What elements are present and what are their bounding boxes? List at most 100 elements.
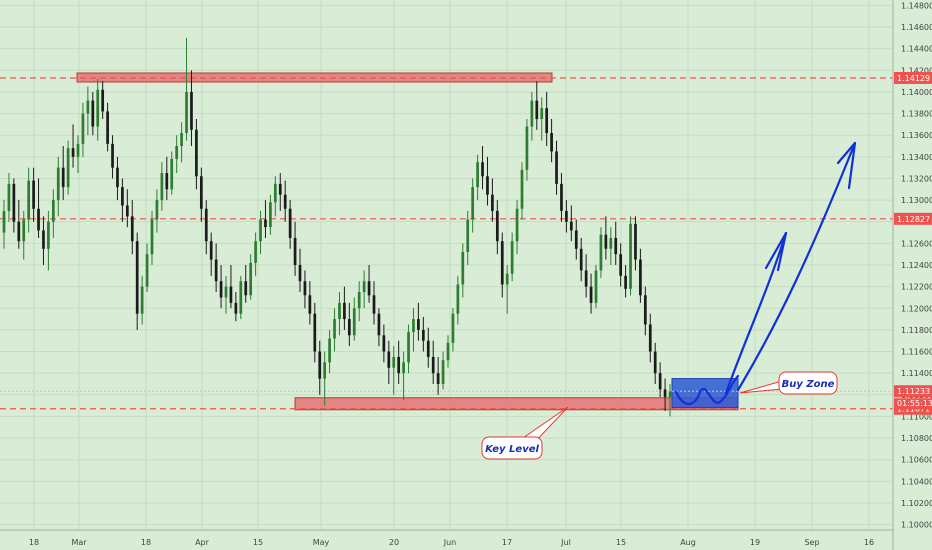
candle-body <box>101 89 105 112</box>
y-tick-label: 1.11800 <box>901 326 932 335</box>
candle-body <box>180 133 183 147</box>
y-tick-label: 1.11400 <box>901 369 932 378</box>
candle-body <box>510 241 514 274</box>
candle-body <box>264 219 267 228</box>
candle-body <box>466 219 470 253</box>
candle-body <box>32 180 35 209</box>
y-tick-label: 1.14400 <box>901 45 932 54</box>
candle-body <box>150 219 154 255</box>
candle-body <box>170 159 174 190</box>
candle-body <box>283 194 287 209</box>
candle-body <box>333 319 336 339</box>
candle-body <box>421 329 425 341</box>
candle-body <box>76 143 80 157</box>
y-tick-label: 1.11000 <box>901 412 932 421</box>
candle-body <box>367 281 371 296</box>
candle-body <box>589 286 593 303</box>
candle-body <box>135 241 139 314</box>
candle-body <box>471 187 475 220</box>
y-tick-label: 1.14000 <box>901 88 932 97</box>
candle-body <box>614 237 618 255</box>
candle-body <box>555 151 558 184</box>
x-tick-label: Apr <box>195 538 210 547</box>
candle-body <box>318 351 322 379</box>
candle-body <box>259 219 262 242</box>
x-tick-label: Mar <box>71 538 87 547</box>
candle-body <box>520 169 524 209</box>
candle-body <box>190 91 193 130</box>
candle-body <box>362 281 366 293</box>
arrow-1-head <box>764 231 788 272</box>
candle-body <box>12 183 16 222</box>
x-tick-label: 15 <box>253 538 263 547</box>
level-price-tag <box>894 212 932 225</box>
x-tick-label: May <box>313 538 330 547</box>
candle-body <box>668 391 672 397</box>
countdown-label: 01:55:13 <box>897 399 932 408</box>
levels <box>0 77 893 410</box>
candle-body <box>481 162 484 177</box>
candle-body <box>357 292 361 309</box>
buy-zone-callout-box <box>778 371 838 395</box>
arrow-2-stroke <box>736 141 857 392</box>
candle-body <box>352 308 356 336</box>
candle-body <box>313 313 317 352</box>
candle-body <box>486 176 489 195</box>
candle-body <box>540 108 544 119</box>
x-tick-label: 18 <box>141 538 151 547</box>
candle-body <box>392 356 396 368</box>
candle-body <box>17 221 21 242</box>
candle-body <box>7 183 11 211</box>
candle-body <box>303 281 307 296</box>
candle-body <box>175 146 179 159</box>
buy-zone-callout-text: Buy Zone <box>782 379 835 390</box>
candle-body <box>47 221 50 249</box>
candle-body <box>609 237 613 249</box>
candle-body <box>51 200 55 222</box>
candle-body <box>663 389 667 397</box>
candle-body <box>431 356 435 374</box>
candle-body <box>86 100 90 114</box>
candle-body <box>111 143 114 168</box>
candle-body <box>81 113 85 144</box>
candle-body <box>412 319 415 333</box>
candle-body <box>234 302 238 314</box>
candle-body <box>273 183 277 203</box>
candle-body <box>550 133 553 152</box>
candle-body <box>219 281 223 298</box>
candle-body <box>500 241 504 285</box>
grid <box>0 0 893 530</box>
x-tick-label: Aug <box>680 538 696 547</box>
candle-body <box>185 91 188 134</box>
candle-body <box>96 89 100 127</box>
y-tick-label: 1.10600 <box>901 456 932 465</box>
level-price-label: 1.12827 <box>897 215 930 224</box>
candle-body <box>639 259 642 296</box>
y-tick-label: 1.14800 <box>901 1 932 10</box>
candle-body <box>604 234 608 249</box>
candle-body <box>407 332 410 363</box>
candle-body <box>436 373 440 384</box>
x-tick-label: 18 <box>29 538 39 547</box>
candle-body <box>574 230 578 249</box>
key-level-callout-text: Key Level <box>485 444 539 455</box>
candle-body <box>140 286 144 314</box>
y-tick-label: 1.14200 <box>901 66 932 75</box>
x-tick-label: 16 <box>864 538 874 547</box>
candle-body <box>619 254 623 276</box>
candles <box>2 37 672 417</box>
y-tick-label: 1.10800 <box>901 434 932 443</box>
y-tick-label: 1.13800 <box>901 110 932 119</box>
x-tick-label: 20 <box>389 538 399 547</box>
countdown-tag <box>894 398 932 410</box>
candle-body <box>155 200 159 220</box>
y-tick-label: 1.13200 <box>901 174 932 183</box>
candle-body <box>224 286 228 298</box>
candle-body <box>402 362 405 374</box>
candle-body <box>579 248 583 271</box>
candle-body <box>293 237 297 265</box>
candle-body <box>42 230 45 249</box>
candle-body <box>545 108 549 134</box>
